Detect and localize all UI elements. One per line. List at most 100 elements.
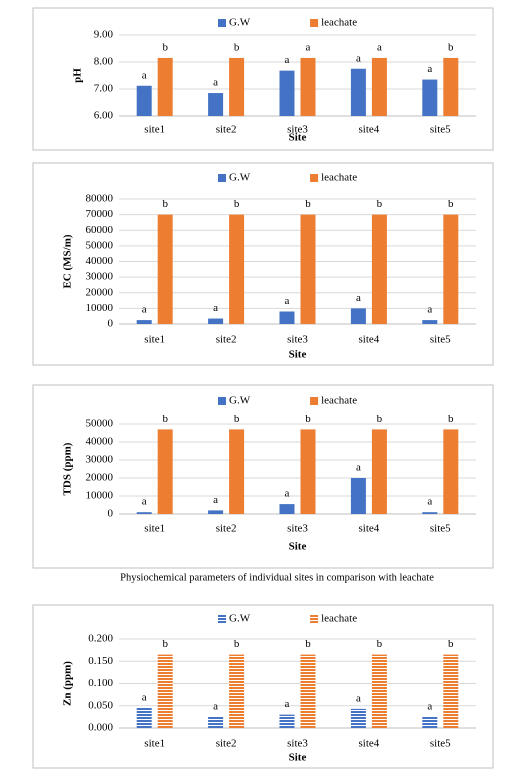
chart-frame	[32, 7, 494, 151]
value-label: a	[356, 462, 361, 474]
bar	[208, 93, 224, 116]
y-tick-label: 50000	[86, 418, 114, 430]
bar	[371, 654, 387, 728]
value-label: a	[285, 54, 290, 66]
x-tick-label: site4	[359, 334, 380, 346]
legend-swatch	[218, 397, 226, 405]
value-label: b	[448, 41, 454, 53]
bar	[350, 68, 366, 116]
value-label: b	[162, 413, 168, 425]
value-label: b	[162, 41, 168, 53]
legend-swatch	[310, 397, 319, 405]
value-label: a	[306, 41, 311, 53]
y-tick-label: 50000	[86, 239, 114, 251]
bar	[229, 57, 245, 116]
value-label: b	[377, 638, 383, 650]
x-axis-title: Site	[289, 752, 307, 764]
y-tick-label: 0.000	[88, 722, 113, 734]
bar	[157, 57, 173, 116]
legend-swatch	[310, 615, 319, 623]
x-tick-label: site3	[287, 334, 308, 346]
y-tick-label: 0	[108, 508, 114, 520]
value-label: a	[142, 304, 147, 316]
y-tick-label: 9.00	[94, 29, 114, 41]
y-tick-label: 0	[108, 318, 114, 330]
bar	[157, 214, 173, 324]
legend-label: leachate	[321, 17, 357, 29]
y-tick-label: 10000	[86, 302, 114, 314]
bar	[350, 308, 366, 324]
bar	[422, 320, 438, 324]
value-label: a	[213, 302, 218, 314]
x-tick-label: site1	[144, 523, 165, 535]
value-label: a	[427, 63, 432, 75]
y-tick-label: 0.200	[88, 633, 113, 645]
bar	[422, 716, 438, 728]
legend-label: leachate	[321, 613, 357, 625]
y-tick-label: 40000	[86, 255, 114, 267]
x-tick-label: site3	[287, 523, 308, 535]
value-label: a	[213, 700, 218, 712]
bar	[443, 429, 459, 514]
value-label: b	[234, 413, 240, 425]
value-label: b	[162, 638, 168, 650]
x-tick-label: site4	[359, 523, 380, 535]
value-label: a	[213, 494, 218, 506]
x-axis-title: Site	[289, 132, 307, 144]
bar	[443, 654, 459, 728]
legend-label: leachate	[321, 395, 357, 407]
bar	[300, 654, 316, 728]
legend-label: G.W	[229, 172, 251, 184]
value-label: a	[285, 488, 290, 500]
x-axis-title: Site	[289, 349, 307, 361]
legend-swatch	[218, 615, 226, 623]
x-tick-label: site3	[287, 124, 308, 136]
value-label: b	[448, 638, 454, 650]
y-tick-label: 20000	[86, 286, 114, 298]
x-tick-label: site4	[359, 124, 380, 136]
x-axis-title: Site	[289, 541, 307, 553]
value-label: b	[305, 638, 311, 650]
value-label: a	[356, 692, 361, 704]
legend-label: G.W	[229, 613, 251, 625]
y-tick-label: 0.050	[88, 699, 113, 711]
legend-label: G.W	[229, 395, 251, 407]
x-tick-label: site1	[144, 738, 165, 750]
value-label: b	[234, 41, 240, 53]
bar	[350, 708, 366, 728]
value-label: a	[285, 698, 290, 710]
bar	[371, 57, 387, 116]
bar	[229, 654, 245, 728]
value-label: a	[427, 304, 432, 316]
y-tick-label: 20000	[86, 472, 114, 484]
y-axis-title: pH	[72, 68, 84, 83]
y-tick-label: 30000	[86, 454, 114, 466]
y-tick-label: 80000	[86, 193, 114, 205]
bar	[279, 714, 295, 728]
value-label: a	[427, 496, 432, 508]
y-tick-label: 0.150	[88, 655, 113, 667]
legend-swatch	[218, 174, 226, 182]
chart-frame	[32, 162, 494, 366]
x-tick-label: site1	[144, 334, 165, 346]
y-tick-label: 30000	[86, 271, 114, 283]
legend-swatch	[310, 174, 319, 182]
x-tick-label: site2	[216, 124, 237, 136]
x-tick-label: site4	[359, 738, 380, 750]
value-label: a	[356, 52, 361, 64]
caption: Physiochemical parameters of individual …	[120, 572, 434, 583]
legend-swatch	[310, 19, 319, 27]
bar	[279, 70, 295, 116]
value-label: b	[448, 413, 454, 425]
chart-frame	[32, 384, 494, 569]
value-label: b	[305, 198, 311, 210]
legend-swatch	[218, 19, 226, 27]
bar	[300, 214, 316, 324]
bar	[300, 429, 316, 514]
bar	[371, 429, 387, 514]
value-label: b	[234, 198, 240, 210]
y-axis-title: TDS (ppm)	[62, 442, 74, 495]
value-label: a	[427, 700, 432, 712]
y-axis-title: EC (MS/m)	[62, 234, 74, 288]
x-tick-label: site5	[430, 124, 451, 136]
